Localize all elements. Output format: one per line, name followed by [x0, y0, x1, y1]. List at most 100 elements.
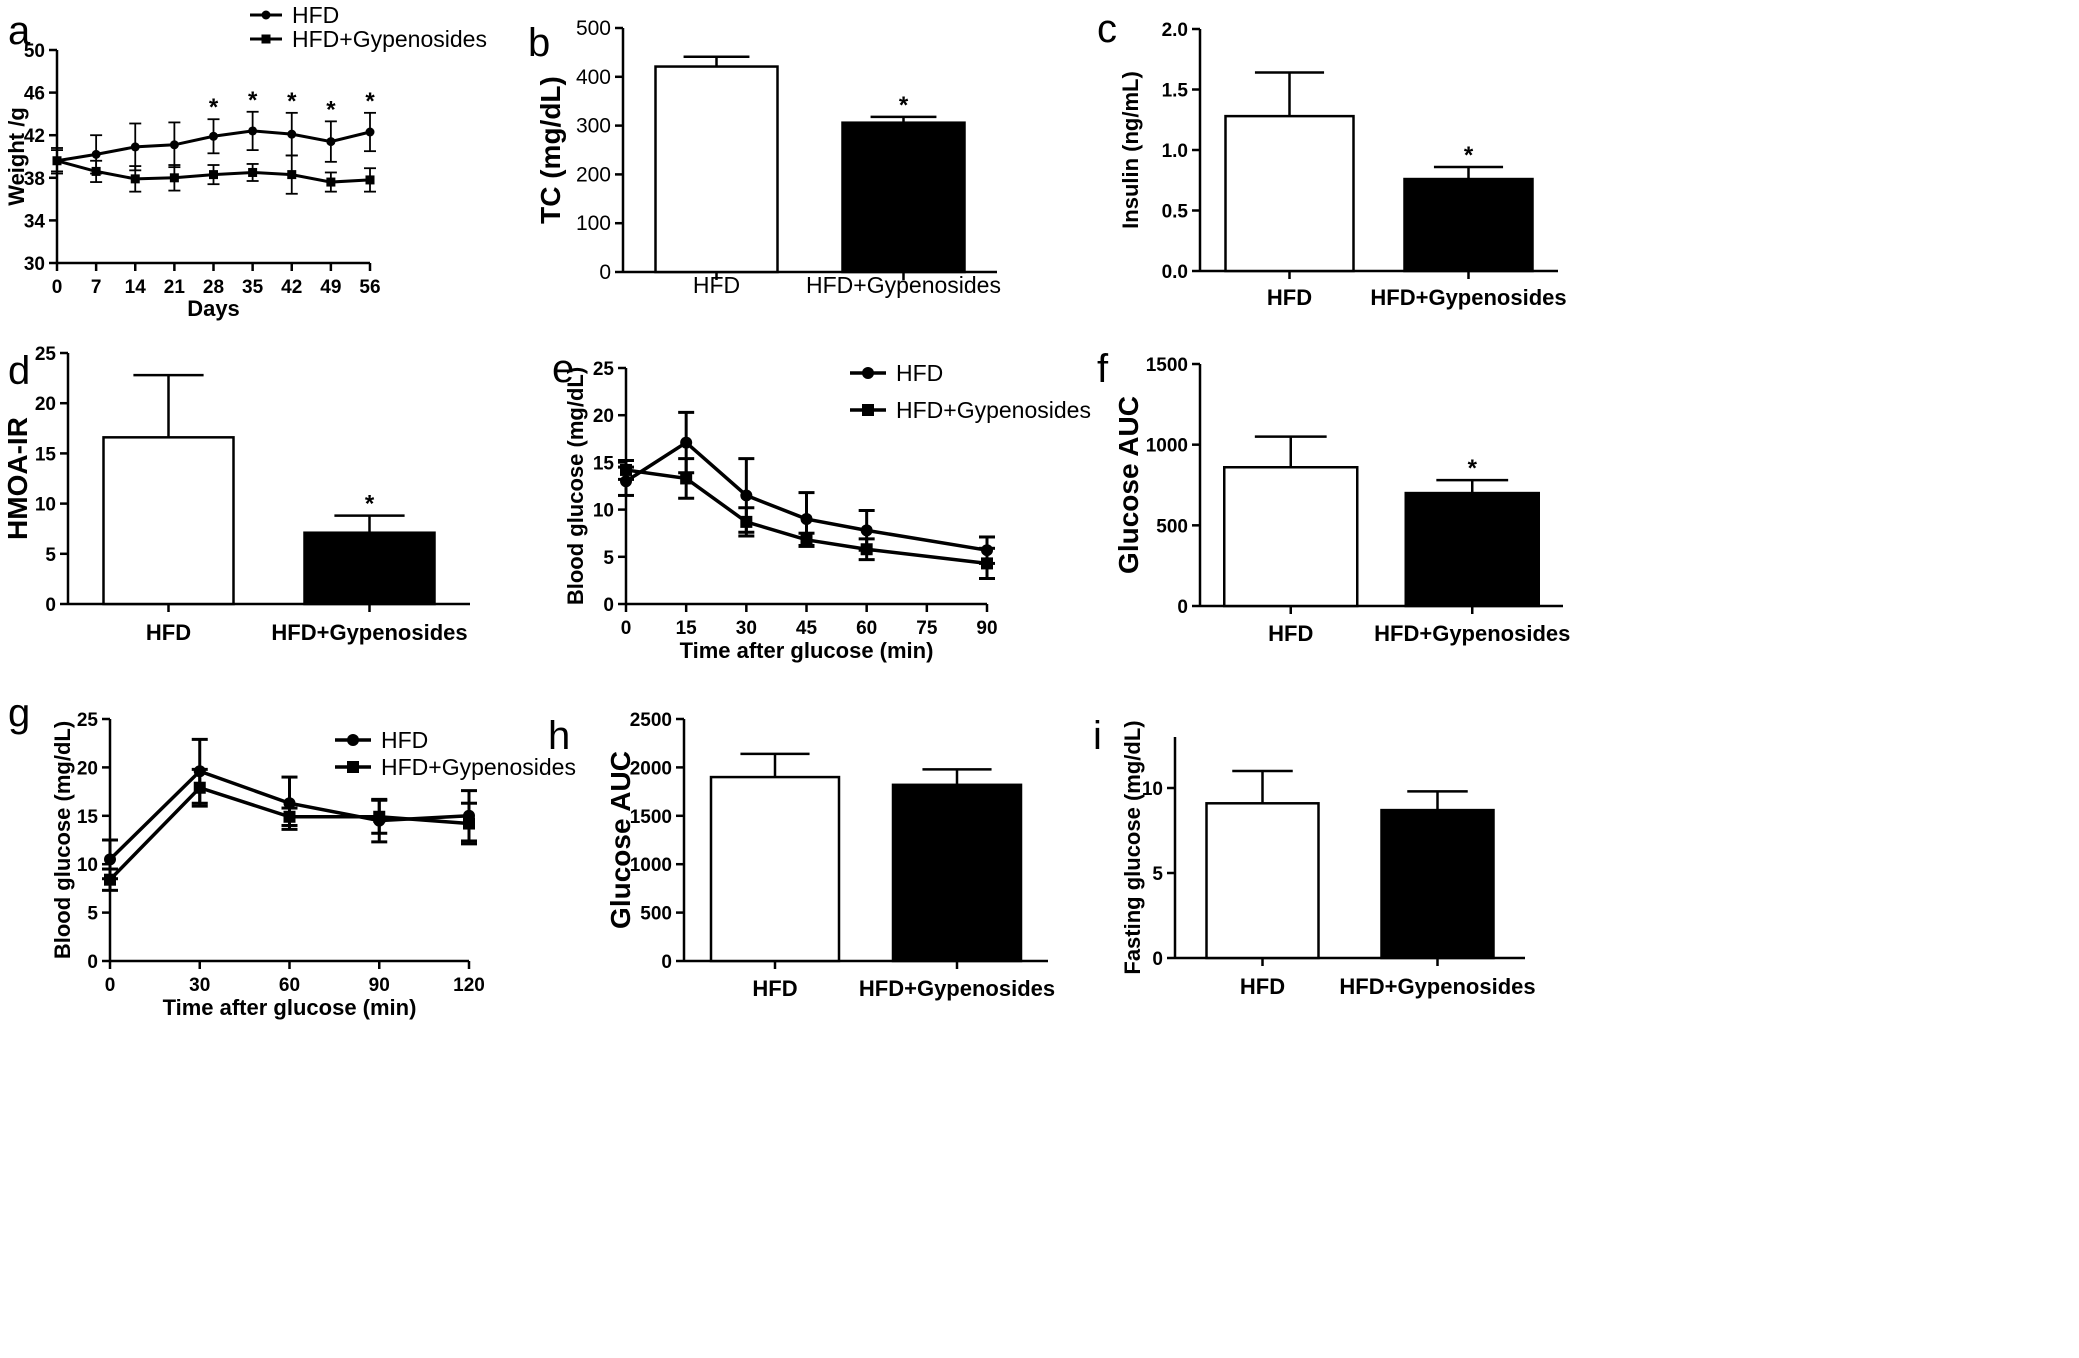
- panel-g-y-tick-label: 0: [87, 952, 98, 973]
- panel-d-category-label: HFD: [146, 620, 191, 645]
- panel-g-hfd-point: [283, 797, 296, 810]
- panel-h-y-tick-label: 2000: [630, 758, 672, 779]
- panel-e-series-line-hfd: [625, 440, 988, 552]
- panel-e-series-line-hfd-gypenosides: [625, 468, 988, 566]
- panel-a-legend-label-hfd-gypenosides: HFD+Gypenosides: [292, 26, 487, 52]
- panel-a-y-axis-title: Weight /g: [4, 107, 29, 206]
- panel-i-y-tick-label: 10: [1142, 779, 1163, 800]
- panel-f-y-tick-label: 500: [1156, 516, 1188, 537]
- panel-g-y-tick-label: 20: [77, 758, 98, 779]
- panel-a-y-tick-label: 34: [24, 211, 46, 232]
- panel-i-category-label: HFD+Gypenosides: [1339, 974, 1535, 999]
- panel-f-bar-hfd: [1223, 466, 1359, 608]
- panel-a-hfd-gypenosides-point: [52, 156, 62, 166]
- panel-a-hfd-gypenosides-point: [365, 175, 375, 185]
- panel-f-y-tick-label: 1500: [1146, 355, 1188, 376]
- panel-a-hfd-point: [169, 140, 179, 150]
- panel-g-label: g: [8, 691, 30, 735]
- panel-a-hfd-gypenosides-point: [209, 170, 218, 180]
- panel-e-x-tick-label: 90: [976, 618, 997, 639]
- panel-a-hfd-point: [326, 137, 336, 147]
- panel-i-bar-hfd: [1205, 802, 1320, 960]
- panel-e-x-tick-label: 0: [621, 618, 632, 639]
- panel-e-hfd-gypenosides-point: [800, 533, 813, 546]
- panel-a-significance-star: *: [287, 88, 297, 115]
- panel-a-hfd-gypenosides-point: [326, 177, 336, 187]
- panel-d-y-tick-label: 20: [35, 394, 56, 415]
- panel-a-significance-star: *: [248, 87, 258, 114]
- panel-a-y-tick-label: 38: [24, 169, 45, 190]
- panel-a-hfd-point: [130, 142, 140, 152]
- panel-g-x-tick-label: 120: [453, 975, 485, 996]
- panel-g-x-tick-label: 60: [279, 975, 300, 996]
- panel-h: h 0 500 1000 1500 2000 2500 Glucose AUC HFD HFD+G…: [548, 710, 1055, 1001]
- panel-a-y-tick-label: 46: [24, 84, 45, 105]
- panel-a-hfd-gypenosides-point: [91, 166, 101, 176]
- panel-i-label: i: [1093, 714, 1102, 758]
- panel-e-hfd-point: [680, 436, 693, 449]
- panel-d-y-tick-label: 0: [45, 595, 56, 616]
- panel-a-x-axis-title: Days: [187, 296, 240, 321]
- panel-g-x-tick-label: 90: [369, 975, 390, 996]
- panel-c-category-label: HFD+Gypenosides: [1370, 285, 1566, 310]
- panel-c-y-tick-label: 2.0: [1162, 20, 1188, 41]
- panel-e-y-axis-title: Blood glucose (mg/dL): [563, 367, 588, 605]
- panel-e-hfd-gypenosides-point: [620, 463, 632, 476]
- panel-c-y-tick-label: 0.0: [1162, 262, 1188, 283]
- panel-a-legend-hfd-gypenosides-point: [261, 34, 271, 44]
- panel-e-hfd-gypenosides-point: [680, 472, 693, 485]
- panel-f-significance-star: *: [1468, 455, 1478, 482]
- panel-h-y-tick-label: 1500: [630, 807, 672, 828]
- panel-a-hfd-point: [209, 131, 218, 141]
- panel-e-x-tick-label: 75: [916, 618, 938, 639]
- panel-c-y-tick-label: 1.0: [1162, 141, 1188, 162]
- panel-b-y-axis-title: TC (mg/dL): [535, 76, 566, 224]
- panel-a-y-tick-label: 42: [24, 126, 45, 147]
- panel-a-x-tick-label: 0: [52, 277, 63, 298]
- panel-e-y-tick-label: 15: [593, 453, 615, 474]
- panel-g-legend-hfd-gypenosides-point: [347, 761, 359, 773]
- panel-g-y-tick-label: 5: [87, 904, 98, 925]
- panel-b-bar-hfd: [654, 65, 779, 274]
- panel-c-y-axis-title: Insulin (ng/mL): [1118, 71, 1143, 229]
- panel-f-y-tick-label: 1000: [1146, 436, 1188, 457]
- panel-b-category-label: HFD: [693, 272, 740, 298]
- panel-a-y-tick-label: 50: [24, 41, 45, 62]
- panel-f-y-axis-title: Glucose AUC: [1113, 396, 1144, 574]
- panel-h-y-tick-label: 1000: [630, 855, 672, 876]
- panel-c-label: c: [1097, 7, 1117, 51]
- panel-b-y-tick-label: 100: [576, 212, 611, 235]
- panel-g-legend-label-hfd: HFD: [381, 727, 428, 753]
- panel-c-y-tick-label: 1.5: [1162, 81, 1189, 102]
- panel-e-hfd-point: [740, 489, 753, 502]
- panel-c-bar-hfd-gypenosides: [1403, 177, 1534, 273]
- panel-a-x-tick-label: 28: [203, 277, 224, 298]
- panel-g-y-tick-label: 10: [77, 855, 98, 876]
- panel-e-y-tick-label: 5: [603, 548, 614, 569]
- panel-e-label: e: [552, 347, 574, 391]
- panel-d-y-tick-label: 25: [35, 344, 57, 365]
- panel-b-label: b: [528, 21, 550, 65]
- panel-a-hfd-gypenosides-point: [169, 173, 179, 183]
- panel-i-y-tick-label: 5: [1152, 864, 1163, 885]
- panel-a-x-tick-label: 21: [164, 277, 186, 298]
- panel-e-x-tick-label: 60: [856, 618, 877, 639]
- panel-b-significance-star: *: [899, 92, 909, 119]
- panel-g-x-axis-title: Time after glucose (min): [163, 995, 417, 1020]
- panel-d-y-tick-label: 5: [45, 545, 56, 566]
- panel-a-legend-hfd-point: [261, 10, 271, 20]
- panel-e-legend-hfd-gypenosides-point: [862, 404, 874, 416]
- panel-f-category-label: HFD+Gypenosides: [1374, 621, 1570, 646]
- panel-a-hfd-gypenosides-point: [287, 170, 297, 180]
- panel-a-hfd-point: [91, 149, 101, 159]
- panel-g-legend-hfd-point: [347, 734, 359, 746]
- panel-b-y-tick-label: 500: [576, 17, 611, 40]
- panel-e-x-tick-label: 30: [736, 618, 757, 639]
- panel-e-legend-hfd-point: [862, 367, 874, 379]
- panel-b-bar-hfd-gypenosides: [841, 121, 966, 274]
- panel-e-legend-label-hfd-gypenosides: HFD+Gypenosides: [896, 397, 1091, 423]
